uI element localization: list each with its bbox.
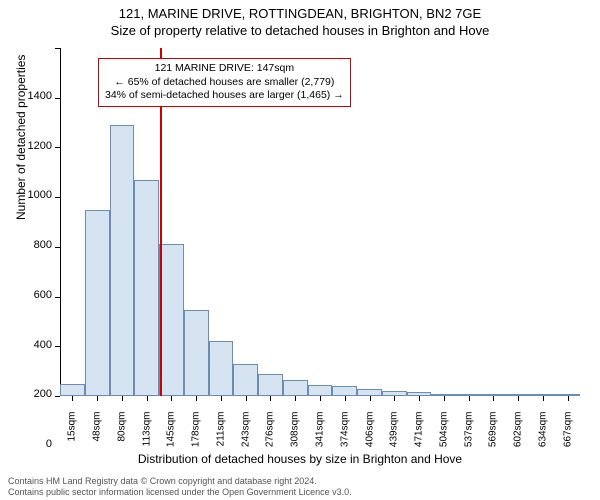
x-tick-mark — [122, 396, 123, 401]
x-tick-mark — [171, 396, 172, 401]
x-tick-mark — [320, 396, 321, 401]
x-tick-mark — [97, 396, 98, 401]
x-tick-mark — [568, 396, 569, 401]
footer-attribution: Contains HM Land Registry data © Crown c… — [8, 476, 352, 498]
y-tick-mark — [55, 346, 60, 347]
y-tick-label: 1000 — [0, 189, 52, 201]
x-tick-mark — [469, 396, 470, 401]
histogram-bar — [134, 180, 159, 396]
chart-title-line1: 121, MARINE DRIVE, ROTTINGDEAN, BRIGHTON… — [0, 0, 600, 21]
y-tick-mark — [55, 197, 60, 198]
x-tick-mark — [270, 396, 271, 401]
x-tick-mark — [493, 396, 494, 401]
x-tick-mark — [370, 396, 371, 401]
histogram-bar — [60, 384, 85, 396]
y-tick-label: 800 — [0, 239, 52, 251]
annotation-line1: 121 MARINE DRIVE: 147sqm — [105, 62, 344, 76]
x-axis-label: Distribution of detached houses by size … — [0, 452, 600, 466]
y-tick-mark — [55, 247, 60, 248]
y-tick-mark — [55, 48, 60, 49]
x-tick-mark — [147, 396, 148, 401]
histogram-bar — [308, 385, 333, 396]
x-tick-mark — [444, 396, 445, 401]
histogram-bar — [258, 374, 283, 396]
y-tick-mark — [55, 396, 60, 397]
y-tick-mark — [55, 98, 60, 99]
x-tick-mark — [419, 396, 420, 401]
x-tick-mark — [394, 396, 395, 401]
histogram-bar — [283, 380, 308, 396]
footer-line1: Contains HM Land Registry data © Crown c… — [8, 476, 352, 487]
x-tick-mark — [518, 396, 519, 401]
y-tick-label: 200 — [0, 388, 52, 400]
annotation-line2: ← 65% of detached houses are smaller (2,… — [105, 76, 344, 90]
histogram-bar — [85, 210, 110, 396]
x-tick-mark — [221, 396, 222, 401]
x-tick-mark — [196, 396, 197, 401]
y-tick-label: 600 — [0, 289, 52, 301]
y-tick-mark — [55, 147, 60, 148]
chart-title-line2: Size of property relative to detached ho… — [0, 21, 600, 38]
y-tick-label: 400 — [0, 339, 52, 351]
x-tick-mark — [72, 396, 73, 401]
histogram-bar — [357, 389, 382, 396]
histogram-bar — [332, 386, 357, 396]
y-tick-label: 1400 — [0, 90, 52, 102]
y-tick-mark — [55, 297, 60, 298]
histogram-bar — [184, 310, 209, 396]
x-tick-mark — [246, 396, 247, 401]
y-tick-label: 0 — [0, 438, 52, 450]
x-tick-mark — [543, 396, 544, 401]
y-tick-label: 1200 — [0, 140, 52, 152]
plot-area: 0200400600800100012001400 15sqm48sqm80sq… — [60, 48, 580, 396]
histogram-bar — [233, 364, 258, 396]
histogram-bar — [209, 341, 234, 396]
chart-container: 121, MARINE DRIVE, ROTTINGDEAN, BRIGHTON… — [0, 0, 600, 500]
footer-line2: Contains public sector information licen… — [8, 487, 352, 498]
histogram-bar — [110, 125, 135, 396]
annotation-box: 121 MARINE DRIVE: 147sqm ← 65% of detach… — [98, 58, 351, 107]
annotation-line3: 34% of semi-detached houses are larger (… — [105, 89, 344, 103]
histogram-bar — [159, 244, 184, 396]
x-tick-mark — [295, 396, 296, 401]
x-tick-mark — [345, 396, 346, 401]
